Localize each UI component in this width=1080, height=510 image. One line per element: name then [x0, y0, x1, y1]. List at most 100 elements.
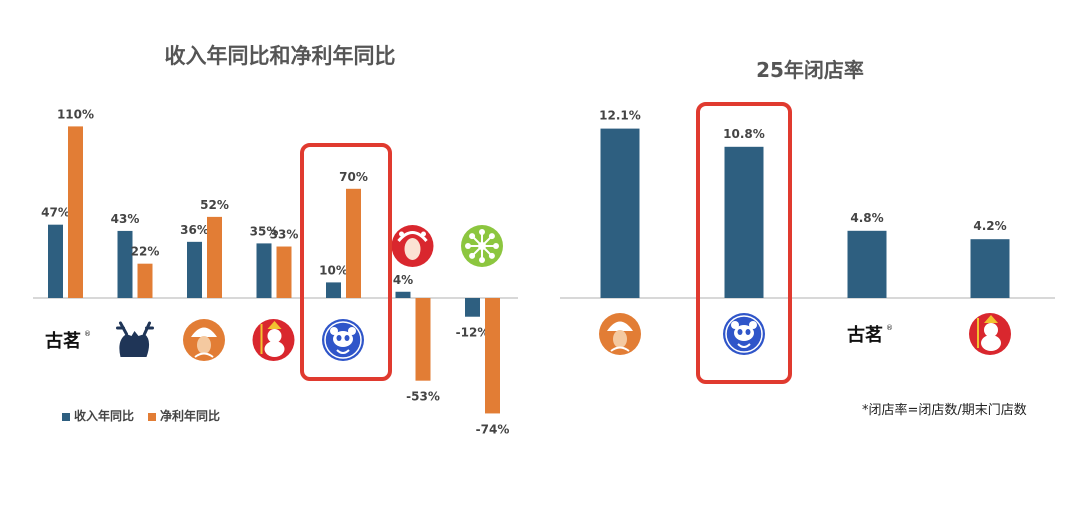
collar [610, 346, 630, 352]
petal-dot [493, 243, 499, 249]
snowman-head [984, 323, 998, 337]
data-label-profit: 52% [200, 198, 229, 212]
woman-hat-logo-icon [183, 319, 225, 361]
data-label-closure-rate: 12.1% [599, 109, 641, 123]
bar-closure-rate [600, 128, 640, 298]
ear-right [749, 321, 757, 329]
legend-item-revenue: 收入年同比 [62, 407, 134, 424]
data-label-revenue: 47% [41, 206, 70, 220]
bar-revenue [256, 243, 272, 298]
pearl-right [421, 231, 426, 237]
panda-face [333, 331, 353, 347]
data-label-closure-rate: 4.2% [973, 219, 1006, 233]
legend-left: 收入年同比 净利年同比 [62, 407, 220, 424]
data-label-revenue: 36% [180, 223, 209, 237]
legend-item-profit: 净利年同比 [148, 407, 220, 424]
pearl-left [399, 231, 404, 237]
panda-logo-icon [322, 319, 364, 361]
ring [725, 315, 763, 353]
panda-face [734, 325, 754, 341]
mixue-snowman-logo-icon [252, 319, 295, 361]
guming-logo-text: 古茗 ® [847, 324, 893, 346]
data-label-profit: 33% [270, 228, 299, 242]
data-label-profit: -53% [406, 390, 440, 404]
deer-logo-icon [116, 321, 154, 357]
panda-body [336, 349, 350, 354]
headdress [397, 231, 428, 242]
petal-dot [465, 243, 471, 249]
petal-dot [479, 229, 485, 235]
bar-profit [137, 263, 153, 298]
data-label-closure-rate: 10.8% [723, 127, 765, 141]
panda-logo-icon [723, 313, 765, 355]
bar-closure-rate [970, 239, 1010, 298]
legend-label-revenue: 收入年同比 [74, 409, 135, 423]
eye-right [745, 329, 751, 335]
ear-right [348, 327, 356, 335]
chart-title-right: 25年闭店率 [756, 58, 864, 82]
data-label-revenue: -12% [456, 326, 490, 340]
crown [984, 315, 998, 323]
snowman-body [981, 335, 1001, 351]
ear-left [731, 321, 739, 329]
footnote: *闭店率=闭店数/期末门店数 [862, 403, 1027, 418]
bar-closure-rate [847, 230, 887, 298]
woman-hat-logo-icon [599, 313, 641, 355]
bar-revenue [48, 224, 63, 298]
opera-face-logo-icon [391, 225, 434, 267]
bar-revenue [117, 230, 133, 298]
bar-profit [415, 298, 431, 381]
guming-logo-label: 古茗 [45, 330, 81, 352]
bar-revenue [187, 241, 202, 298]
bar-profit [68, 126, 83, 299]
bar-revenue [395, 291, 411, 298]
data-label-closure-rate: 4.8% [850, 211, 883, 225]
mixue-snowman-logo-icon [969, 313, 1011, 355]
registered-mark: ® [84, 330, 91, 338]
ear-left [330, 327, 338, 335]
legend-label-profit: 净利年同比 [160, 409, 221, 423]
hat [191, 327, 217, 337]
face [613, 330, 627, 348]
deer-head [119, 331, 150, 357]
data-label-profit: 22% [131, 245, 160, 259]
snowman-body [264, 341, 285, 357]
bar-revenue [326, 282, 341, 298]
highlight-box-right [696, 102, 792, 384]
ring [324, 321, 362, 359]
guming-logo-text: 古茗 ® [45, 330, 91, 352]
guming-logo-label: 古茗 [847, 324, 883, 346]
data-label-revenue: 10% [319, 263, 348, 277]
data-label-revenue: 4% [393, 273, 413, 287]
deer-antlers [116, 321, 154, 336]
face [404, 238, 421, 260]
data-label-profit: 70% [339, 170, 368, 184]
petal-dot [488, 252, 495, 259]
hat [607, 321, 633, 331]
bar-revenue [465, 298, 480, 317]
eye-left [336, 335, 342, 341]
highlight-box-left [300, 143, 392, 381]
bar-profit [485, 298, 500, 414]
collar [194, 352, 214, 358]
registered-mark: ® [886, 324, 893, 332]
flower-center [478, 242, 486, 250]
eye-left [737, 329, 743, 335]
bar-profit [276, 246, 292, 298]
crown [267, 321, 282, 329]
petal-dot [469, 233, 476, 240]
petal-dot [469, 252, 476, 259]
face [197, 336, 211, 354]
eye-right [344, 335, 350, 341]
petal-dot [488, 233, 495, 240]
bar-profit [346, 188, 361, 298]
data-label-profit: -74% [476, 422, 510, 436]
data-label-profit: 110% [57, 107, 94, 121]
green-flower-logo-icon [461, 225, 503, 267]
petal-dot [479, 257, 485, 263]
data-label-revenue: 35% [250, 224, 279, 238]
data-label-revenue: 43% [111, 212, 140, 226]
bar-closure-rate [724, 146, 764, 298]
bar-profit [207, 216, 222, 298]
